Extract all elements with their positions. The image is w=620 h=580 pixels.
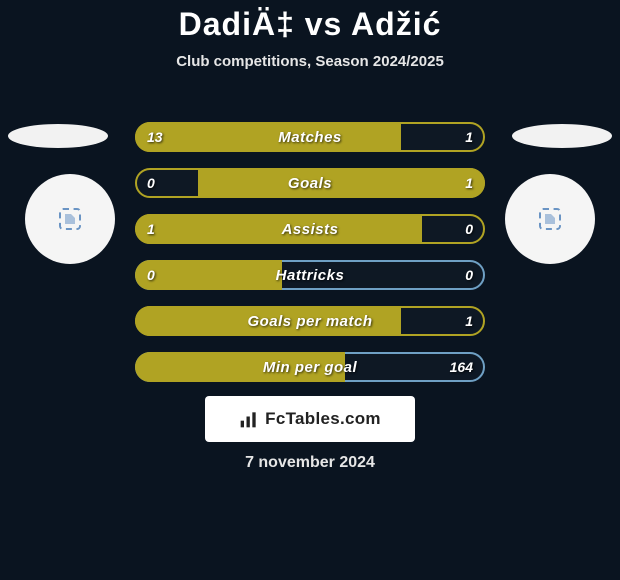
subtitle: Club competitions, Season 2024/2025	[0, 53, 620, 70]
player-left-flag	[8, 124, 108, 148]
branding-text: FcTables.com	[265, 409, 381, 429]
bar-row: Matches13 1	[135, 122, 485, 152]
player-right-flag	[512, 124, 612, 148]
bar-value-left: 13	[147, 122, 163, 152]
footer-date: 7 november 2024	[0, 454, 620, 472]
bar-value-right: 0	[465, 260, 473, 290]
bar-label: Goals per match	[135, 306, 485, 336]
bar-value-right: 1	[465, 122, 473, 152]
bar-row: Hattricks0 0	[135, 260, 485, 290]
bar-value-left: 0	[147, 260, 155, 290]
bar-label: Hattricks	[135, 260, 485, 290]
page-title: DadiÄ‡ vs Adžić	[0, 0, 620, 43]
image-placeholder-icon	[59, 208, 81, 230]
bar-value-left: 0	[147, 168, 155, 198]
bar-label: Goals	[135, 168, 485, 198]
bar-row: Goals per match1	[135, 306, 485, 336]
player-right-club-badge	[505, 174, 595, 264]
bar-value-right: 0	[465, 214, 473, 244]
branding-badge: FcTables.com	[205, 396, 415, 442]
bar-label: Matches	[135, 122, 485, 152]
bar-label: Assists	[135, 214, 485, 244]
bar-row: Assists1 0	[135, 214, 485, 244]
bar-value-right: 1	[465, 306, 473, 336]
bar-value-left: 1	[147, 214, 155, 244]
comparison-bars: Matches131Goals01Assists10Hattricks00Goa…	[135, 122, 485, 398]
image-placeholder-icon	[539, 208, 561, 230]
player-left-club-badge	[25, 174, 115, 264]
bar-label: Min per goal	[135, 352, 485, 382]
bar-value-right: 1	[465, 168, 473, 198]
bars-logo-icon	[239, 409, 259, 429]
bar-row: Goals0 1	[135, 168, 485, 198]
bar-value-right: 164	[450, 352, 473, 382]
bar-row: Min per goal164	[135, 352, 485, 382]
